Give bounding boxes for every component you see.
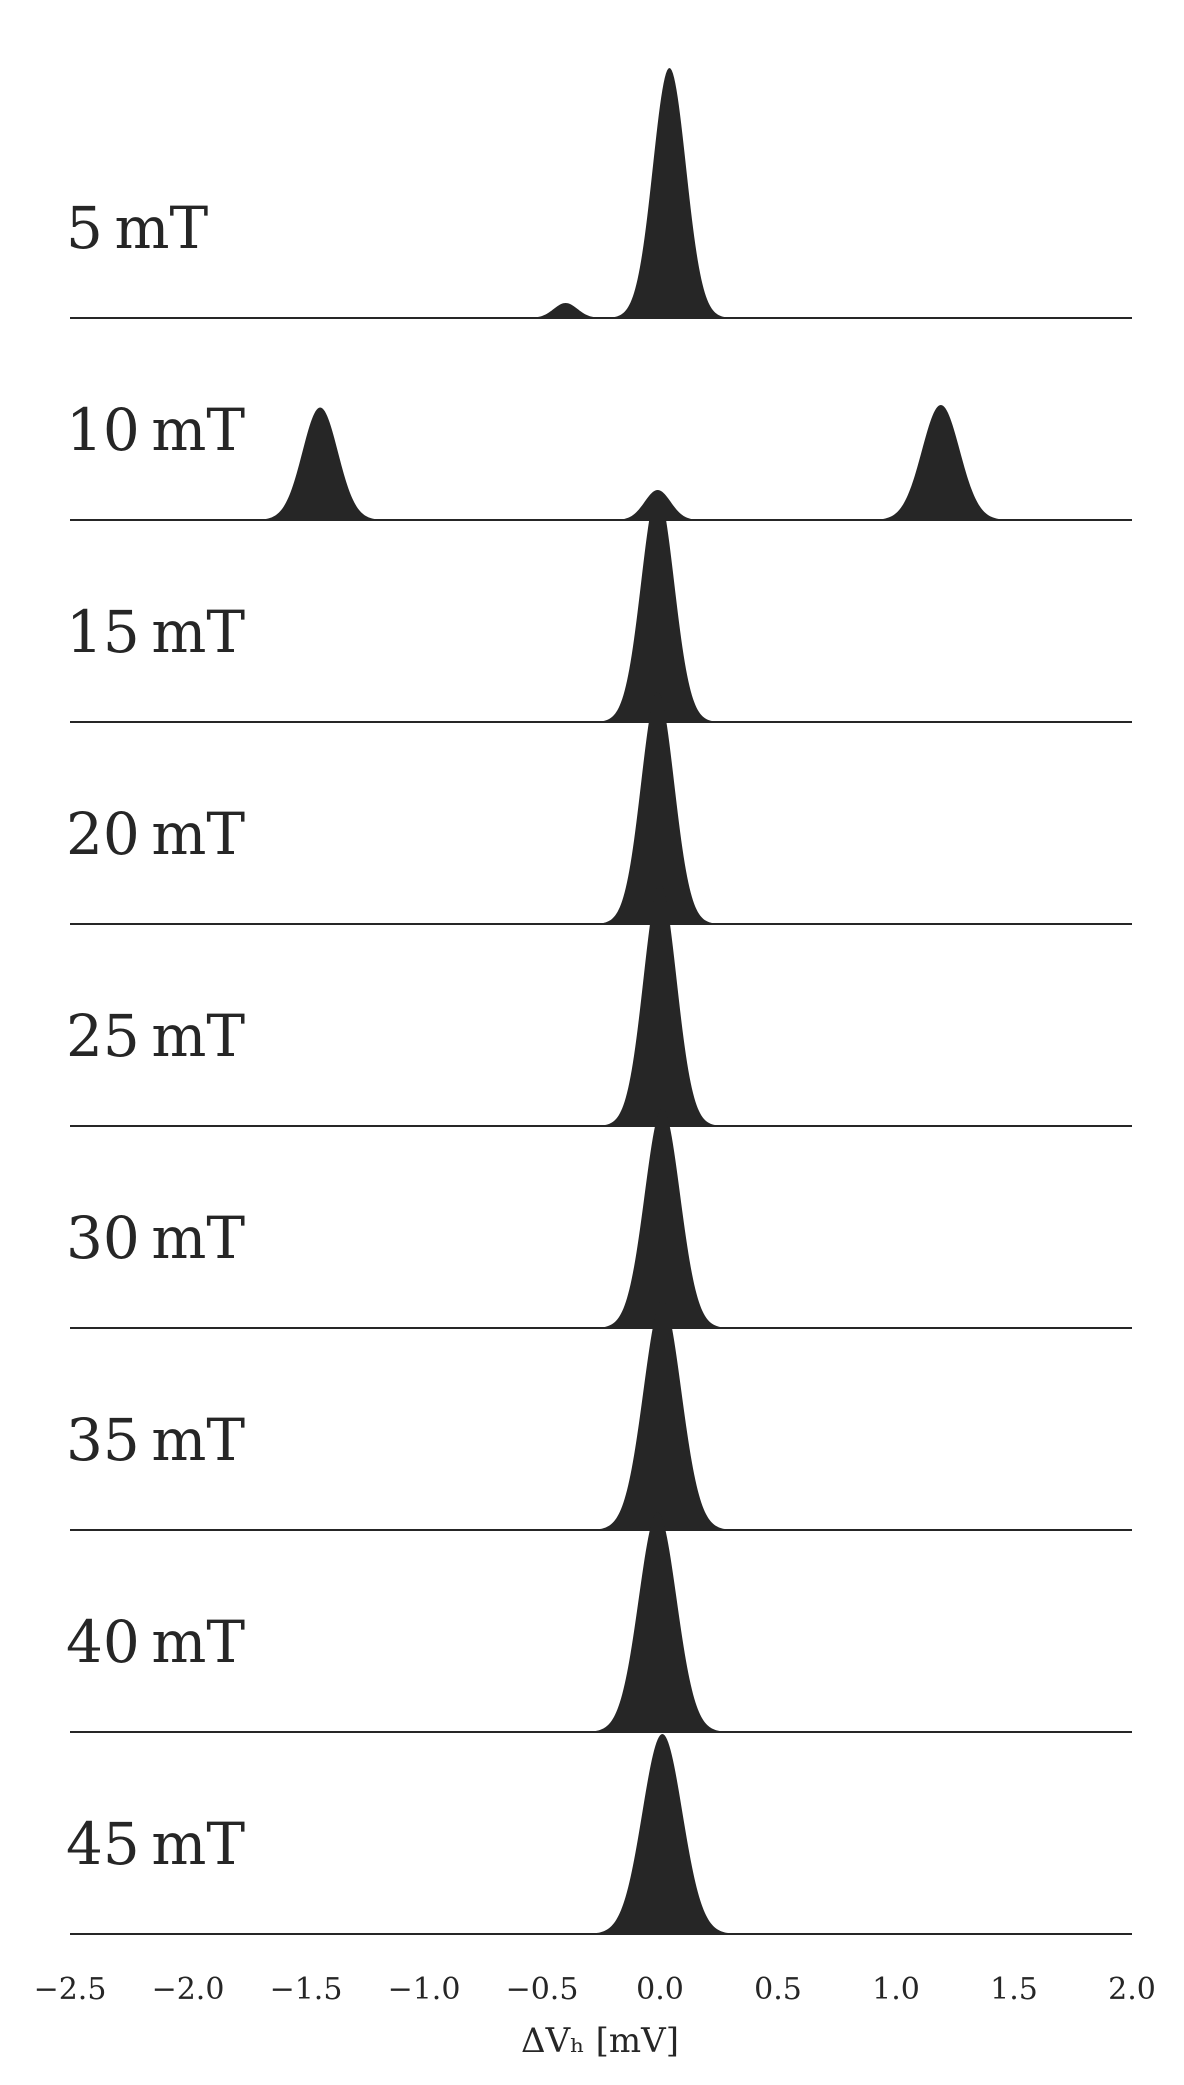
x-tick-label: 0.0 (636, 1972, 684, 2007)
x-tick-label: −2.5 (34, 1972, 107, 2007)
x-tick-label: −2.0 (152, 1972, 225, 2007)
x-axis-title: ΔVₕ [mV] (521, 2021, 679, 2061)
x-axis-ticks: −2.5 −2.0 −1.5 −1.0 −0.5 0.0 0.5 1.0 1.5 2.0 (34, 1972, 1156, 2007)
ridge-row (70, 1108, 1132, 1329)
ridge-row (70, 883, 1132, 1127)
density-area (70, 405, 1132, 520)
ridge-row (70, 1300, 1132, 1531)
ridge-row (70, 492, 1132, 723)
x-tick-label: 1.5 (990, 1972, 1038, 2007)
x-tick-label: 2.0 (1108, 1972, 1156, 2007)
ridge-row (70, 68, 1132, 319)
ridge-row (70, 1734, 1132, 1935)
row-label: 15 mT (66, 598, 245, 666)
row-label: 35 mT (66, 1406, 245, 1474)
ridge-row (70, 1512, 1132, 1733)
row-label: 10 mT (66, 396, 245, 464)
row-label: 25 mT (66, 1002, 245, 1070)
x-tick-label: −1.5 (270, 1972, 343, 2007)
ridges (70, 68, 1132, 1935)
x-tick-label: −1.0 (388, 1972, 461, 2007)
row-label: 20 mT (66, 800, 245, 868)
x-tick-label: 0.5 (754, 1972, 802, 2007)
ridge-row (70, 691, 1132, 925)
row-label: 40 mT (66, 1608, 245, 1676)
ridge-row (70, 405, 1132, 521)
x-tick-label: 1.0 (872, 1972, 920, 2007)
x-tick-label: −0.5 (506, 1972, 579, 2007)
row-label: 30 mT (66, 1204, 245, 1272)
density-area (70, 68, 1132, 318)
row-labels: 5 mT 10 mT 15 mT 20 mT 25 mT 30 mT 35 mT 40 mT 4… (66, 194, 245, 1878)
row-label: 45 mT (66, 1810, 245, 1878)
row-label: 5 mT (66, 194, 208, 262)
